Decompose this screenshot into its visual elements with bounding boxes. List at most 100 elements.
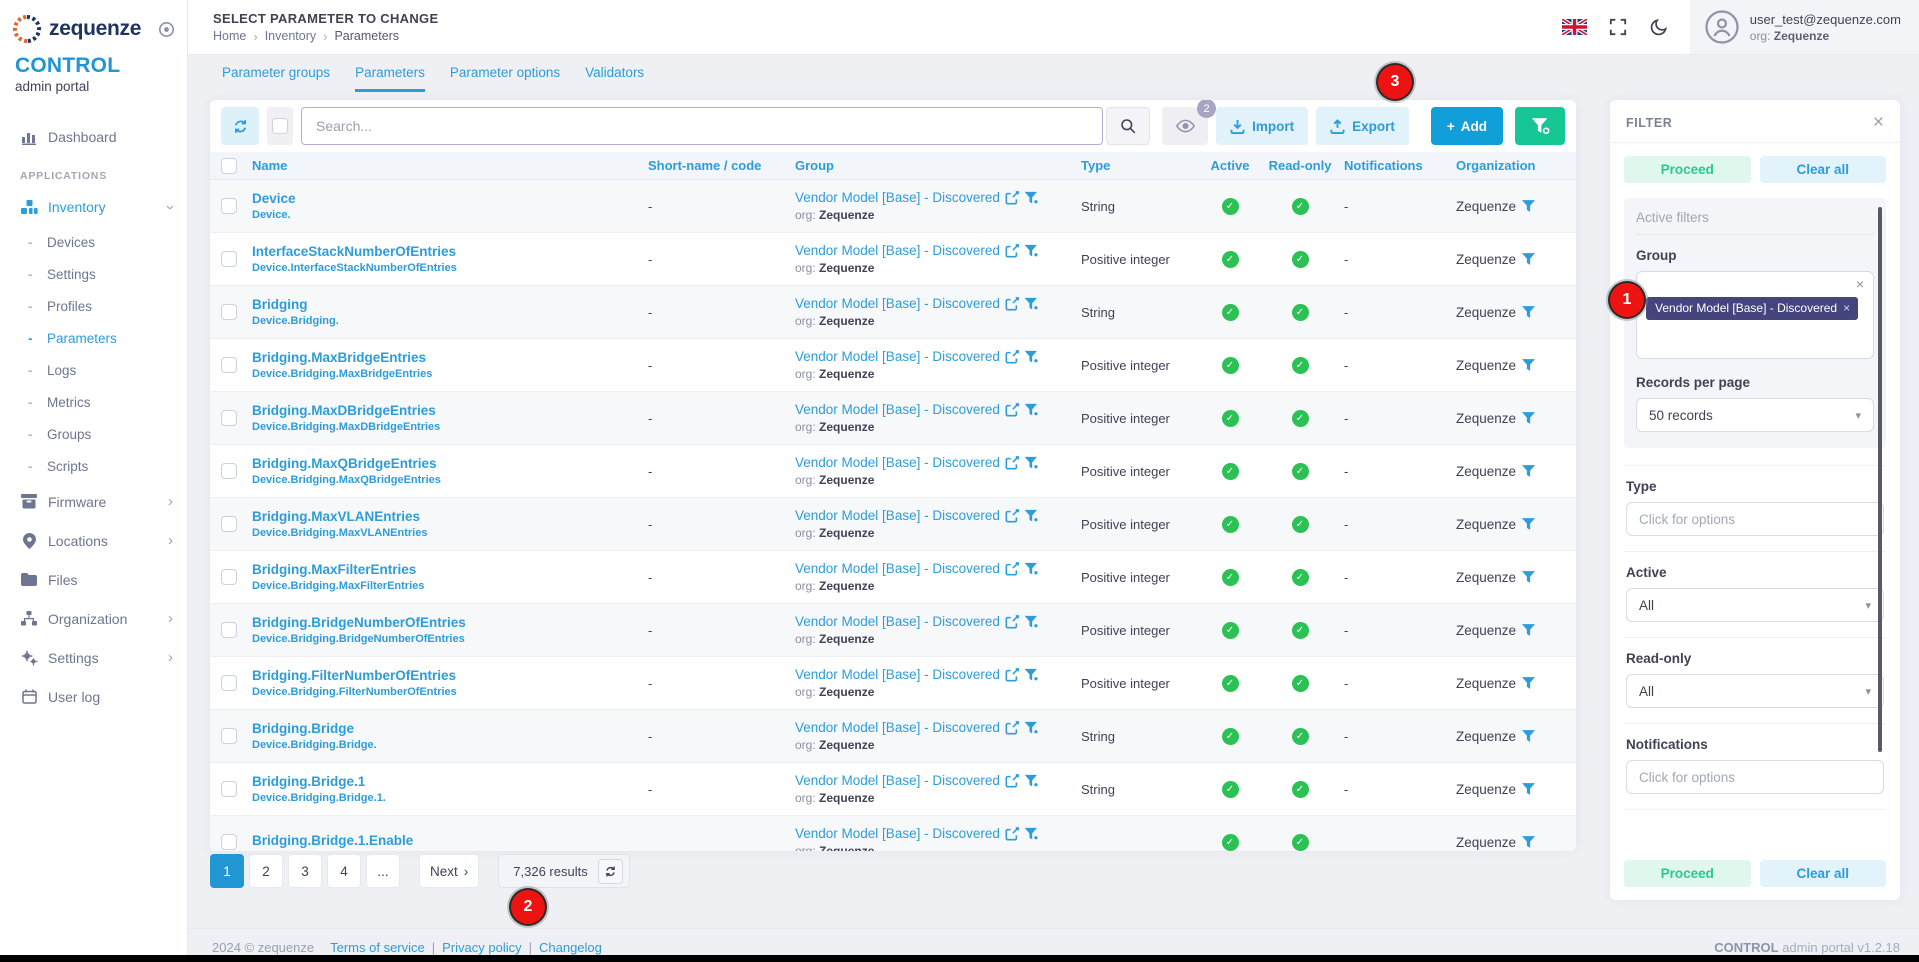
row-checkbox[interactable] xyxy=(221,251,237,267)
param-code-link[interactable]: Device.Bridging.BridgeNumberOfEntries xyxy=(252,633,465,645)
param-code-link[interactable]: Device.InterfaceStackNumberOfEntries xyxy=(252,262,457,274)
close-icon[interactable]: × xyxy=(1872,112,1884,133)
export-button[interactable]: Export xyxy=(1316,107,1409,145)
results-refresh-button[interactable] xyxy=(597,858,623,884)
group-multiselect[interactable]: × Vendor Model [Base] - Discovered × xyxy=(1636,271,1874,360)
sidebar-collapse-icon[interactable] xyxy=(158,21,175,38)
tab-parameter-options[interactable]: Parameter options xyxy=(449,65,561,80)
row-checkbox[interactable] xyxy=(221,781,237,797)
row-checkbox[interactable] xyxy=(221,569,237,585)
dark-mode-icon[interactable] xyxy=(1649,18,1668,37)
row-checkbox[interactable] xyxy=(221,622,237,638)
row-checkbox[interactable] xyxy=(221,728,237,744)
clear-all-button-top[interactable]: Clear all xyxy=(1759,156,1886,184)
page-button-4[interactable]: 4 xyxy=(327,854,361,888)
param-code-link[interactable]: Device.Bridging.FilterNumberOfEntries xyxy=(252,686,457,698)
column-header-name[interactable]: Name xyxy=(252,158,288,173)
group-link[interactable]: Vendor Model [Base] - Discovered xyxy=(795,349,1000,364)
group-filter-icon[interactable] xyxy=(1024,615,1039,629)
param-code-link[interactable]: Device.Bridging.MaxDBridgeEntries xyxy=(252,421,441,433)
param-name-link[interactable]: Bridging.Bridge.1 xyxy=(252,774,366,789)
visibility-button[interactable]: 2 xyxy=(1162,100,1217,145)
group-link[interactable]: Vendor Model [Base] - Discovered xyxy=(795,667,1000,682)
column-header-active[interactable]: Active xyxy=(1210,158,1250,173)
group-link[interactable]: Vendor Model [Base] - Discovered xyxy=(795,826,1000,841)
org-filter-icon[interactable] xyxy=(1522,676,1536,689)
breadcrumb-home[interactable]: Home xyxy=(213,29,247,43)
group-link[interactable]: Vendor Model [Base] - Discovered xyxy=(795,720,1000,735)
search-input[interactable] xyxy=(301,107,1104,145)
param-code-link[interactable]: Device. xyxy=(252,209,291,221)
group-clear-icon[interactable]: × xyxy=(1855,276,1864,293)
proceed-button-bottom[interactable]: Proceed xyxy=(1624,860,1751,887)
sidebar-item-groups[interactable]: - Groups xyxy=(0,418,187,450)
param-name-link[interactable]: Bridging.BridgeNumberOfEntries xyxy=(252,615,466,630)
org-filter-icon[interactable] xyxy=(1522,729,1536,742)
row-checkbox[interactable] xyxy=(221,675,237,691)
org-filter-icon[interactable] xyxy=(1522,517,1536,530)
sidebar-item-locations[interactable]: Locations › xyxy=(0,521,187,560)
refresh-button[interactable] xyxy=(221,107,259,145)
sidebar-item-organization[interactable]: Organization › xyxy=(0,599,187,638)
sidebar-item-firmware[interactable]: Firmware › xyxy=(0,482,187,521)
breadcrumb-inventory[interactable]: Inventory xyxy=(264,29,317,43)
column-header-group[interactable]: Group xyxy=(795,158,834,173)
edit-icon[interactable] xyxy=(1005,720,1019,735)
param-name-link[interactable]: Bridging.MaxBridgeEntries xyxy=(252,350,427,365)
group-filter-icon[interactable] xyxy=(1024,827,1039,841)
edit-icon[interactable] xyxy=(1005,455,1019,470)
app-logo[interactable]: zequenze xyxy=(0,0,187,48)
param-code-link[interactable]: Device.Bridging. xyxy=(252,315,339,327)
tag-close-icon[interactable]: × xyxy=(1843,301,1851,316)
group-filter-icon[interactable] xyxy=(1024,668,1039,682)
row-checkbox[interactable] xyxy=(221,834,237,850)
page-button-2[interactable]: 2 xyxy=(249,854,283,888)
edit-icon[interactable] xyxy=(1005,243,1019,258)
column-header-readonly[interactable]: Read-only xyxy=(1268,158,1332,173)
group-filter-icon[interactable] xyxy=(1024,403,1039,417)
org-filter-icon[interactable] xyxy=(1522,358,1536,371)
param-name-link[interactable]: Bridging.FilterNumberOfEntries xyxy=(252,668,457,683)
sidebar-item-logs[interactable]: - Logs xyxy=(0,354,187,386)
group-link[interactable]: Vendor Model [Base] - Discovered xyxy=(795,508,1000,523)
sidebar-item-settings-root[interactable]: Settings › xyxy=(0,638,187,677)
group-link[interactable]: Vendor Model [Base] - Discovered xyxy=(795,773,1000,788)
filter-toggle-button[interactable] xyxy=(1515,107,1565,145)
org-filter-icon[interactable] xyxy=(1522,623,1536,636)
param-name-link[interactable]: Bridging.Bridge.1.Enable xyxy=(252,833,414,848)
edit-icon[interactable] xyxy=(1005,296,1019,311)
param-code-link[interactable]: Device.Bridging.Bridge. xyxy=(252,739,377,751)
sidebar-item-settings[interactable]: - Settings xyxy=(0,258,187,290)
select-all-checkbox[interactable] xyxy=(267,107,293,145)
proceed-button-top[interactable]: Proceed xyxy=(1624,156,1751,184)
row-checkbox[interactable] xyxy=(221,357,237,373)
sidebar-item-files[interactable]: Files xyxy=(0,560,187,599)
footer-link-terms[interactable]: Terms of service xyxy=(330,940,425,955)
param-name-link[interactable]: Bridging.MaxFilterEntries xyxy=(252,562,417,577)
column-header-type[interactable]: Type xyxy=(1081,158,1111,173)
edit-icon[interactable] xyxy=(1005,826,1019,841)
sidebar-item-inventory[interactable]: Inventory › xyxy=(0,188,187,226)
group-link[interactable]: Vendor Model [Base] - Discovered xyxy=(795,243,1000,258)
row-checkbox[interactable] xyxy=(221,516,237,532)
notifications-filter-input[interactable] xyxy=(1626,760,1884,795)
group-link[interactable]: Vendor Model [Base] - Discovered xyxy=(795,296,1000,311)
group-link[interactable]: Vendor Model [Base] - Discovered xyxy=(795,455,1000,470)
add-button[interactable]: + Add xyxy=(1430,107,1503,145)
sidebar-item-user-log[interactable]: User log xyxy=(0,677,187,716)
clear-all-button-bottom[interactable]: Clear all xyxy=(1759,860,1886,887)
tab-parameters[interactable]: Parameters xyxy=(355,65,425,92)
edit-icon[interactable] xyxy=(1005,190,1019,205)
edit-icon[interactable] xyxy=(1005,773,1019,788)
search-button[interactable] xyxy=(1106,107,1151,145)
type-filter-input[interactable] xyxy=(1626,502,1884,537)
sidebar-item-devices[interactable]: - Devices xyxy=(0,226,187,258)
import-button[interactable]: Import xyxy=(1216,107,1309,145)
edit-icon[interactable] xyxy=(1005,508,1019,523)
row-checkbox[interactable] xyxy=(221,198,237,214)
tab-parameter-groups[interactable]: Parameter groups xyxy=(222,65,331,80)
sidebar-item-profiles[interactable]: - Profiles xyxy=(0,290,187,322)
group-filter-icon[interactable] xyxy=(1024,244,1039,258)
group-filter-icon[interactable] xyxy=(1024,509,1039,523)
param-code-link[interactable]: Device.Bridging.MaxBridgeEntries xyxy=(252,368,433,380)
